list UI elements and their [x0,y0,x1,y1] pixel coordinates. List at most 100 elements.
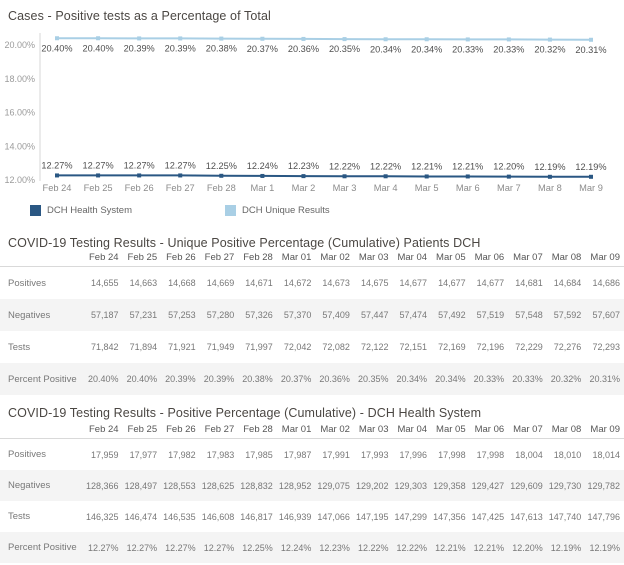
value-cell[interactable]: 17,985 [245,449,273,460]
value-cell[interactable]: 72,169 [438,342,466,352]
value-cell[interactable]: 14,677 [399,278,428,288]
data-point-dch-health-system[interactable] [55,173,59,178]
value-cell[interactable]: 71,997 [245,342,273,352]
data-point-dch-health-system[interactable] [301,174,306,179]
data-point-dch-unique-results[interactable] [424,37,429,42]
value-cell[interactable]: 128,625 [201,480,235,491]
value-cell[interactable]: 129,609 [510,480,543,491]
value-cell[interactable]: 14,673 [322,278,350,288]
value-cell[interactable]: 14,669 [206,278,235,288]
value-cell[interactable]: 12.22% [396,542,428,553]
data-point-dch-unique-results[interactable] [137,36,142,41]
value-cell[interactable]: 57,370 [283,310,312,320]
value-cell[interactable]: 72,151 [399,342,428,352]
value-cell[interactable]: 12.27% [88,542,119,553]
value-cell[interactable]: 57,607 [592,310,620,320]
value-cell[interactable]: 12.25% [242,542,273,553]
value-cell[interactable]: 12.20% [512,542,543,553]
data-point-dch-health-system[interactable] [506,174,511,179]
legend-item-dch-unique-results[interactable]: DCH Unique Results [225,205,330,216]
value-cell[interactable]: 57,326 [245,310,273,320]
value-cell[interactable]: 20.33% [473,374,505,384]
value-cell[interactable]: 71,921 [168,342,196,352]
data-point-dch-unique-results[interactable] [96,36,101,41]
data-point-dch-unique-results[interactable] [547,37,552,42]
value-cell[interactable]: 128,553 [163,480,196,491]
data-point-dch-unique-results[interactable] [178,36,183,41]
value-cell[interactable]: 129,427 [471,480,505,491]
value-cell[interactable]: 14,681 [515,278,543,288]
value-cell[interactable]: 72,122 [360,342,389,352]
data-point-dch-health-system[interactable] [96,173,101,178]
value-cell[interactable]: 72,293 [592,342,620,352]
value-cell[interactable]: 71,842 [91,342,119,352]
data-point-dch-unique-results[interactable] [342,37,347,42]
value-cell[interactable]: 17,987 [283,449,312,460]
value-cell[interactable]: 147,613 [510,511,543,522]
value-cell[interactable]: 20.37% [280,374,312,384]
value-cell[interactable]: 14,684 [553,278,582,288]
value-cell[interactable]: 17,959 [91,449,119,460]
value-cell[interactable]: 57,253 [168,310,196,320]
value-cell[interactable]: 146,474 [124,511,158,522]
value-cell[interactable]: 17,982 [168,449,196,460]
value-cell[interactable]: 72,082 [322,342,350,352]
value-cell[interactable]: 14,655 [91,278,119,288]
value-cell[interactable]: 129,730 [548,480,582,491]
positive-percentage-line-chart[interactable]: 20.00% 18.00% 16.00% 14.00% 12.00% Feb 24 Feb … [0,28,624,200]
value-cell[interactable]: 17,998 [476,449,505,460]
series-line-dch-health-system[interactable] [57,174,591,178]
value-cell[interactable]: 14,671 [245,278,273,288]
data-point-dch-health-system[interactable] [219,173,224,178]
data-point-dch-unique-results[interactable] [219,36,224,41]
data-point-dch-unique-results[interactable] [260,36,265,41]
value-cell[interactable]: 17,998 [438,449,466,460]
data-point-dch-unique-results[interactable] [465,37,470,42]
data-point-dch-unique-results[interactable] [301,36,306,41]
data-point-dch-unique-results[interactable] [55,36,59,41]
value-cell[interactable]: 57,474 [399,310,428,320]
value-cell[interactable]: 57,187 [91,310,119,320]
value-cell[interactable]: 72,276 [553,342,582,352]
value-cell[interactable]: 129,303 [394,480,428,491]
value-cell[interactable]: 72,229 [515,342,543,352]
value-cell[interactable]: 14,672 [283,278,312,288]
value-cell[interactable]: 18,004 [515,449,543,460]
value-cell[interactable]: 18,014 [592,449,620,460]
value-cell[interactable]: 57,447 [360,310,389,320]
value-cell[interactable]: 12.27% [126,542,158,553]
value-cell[interactable]: 128,832 [240,480,273,491]
value-cell[interactable]: 12.27% [203,542,235,553]
value-cell[interactable]: 14,677 [476,278,505,288]
value-cell[interactable]: 14,677 [438,278,466,288]
value-cell[interactable]: 72,042 [283,342,312,352]
value-cell[interactable]: 12.23% [319,542,350,553]
value-cell[interactable]: 20.38% [242,374,273,384]
value-cell[interactable]: 57,492 [438,310,466,320]
value-cell[interactable]: 20.33% [512,374,543,384]
series-line-dch-unique-results[interactable] [57,37,592,41]
value-cell[interactable]: 18,010 [553,449,582,460]
value-cell[interactable]: 12.27% [165,542,196,553]
value-cell[interactable]: 12.22% [357,542,389,553]
value-cell[interactable]: 20.35% [357,374,389,384]
value-cell[interactable]: 71,949 [206,342,235,352]
value-cell[interactable]: 146,817 [240,511,273,522]
value-cell[interactable]: 129,075 [317,480,350,491]
value-cell[interactable]: 147,066 [317,511,350,522]
value-cell[interactable]: 17,996 [399,449,428,460]
value-cell[interactable]: 12.21% [435,542,466,553]
value-cell[interactable]: 20.40% [126,374,158,384]
data-point-dch-health-system[interactable] [178,173,183,178]
value-cell[interactable]: 14,663 [129,278,158,288]
value-cell[interactable]: 14,686 [592,278,620,288]
value-cell[interactable]: 20.40% [88,374,119,384]
data-point-dch-health-system[interactable] [589,174,593,179]
value-cell[interactable]: 12.21% [473,542,505,553]
data-point-dch-unique-results[interactable] [506,37,511,42]
data-point-dch-health-system[interactable] [383,174,388,179]
value-cell[interactable]: 147,740 [548,511,582,522]
value-cell[interactable]: 20.32% [550,374,582,384]
data-point-dch-health-system[interactable] [465,174,470,179]
value-cell[interactable]: 72,196 [476,342,505,352]
